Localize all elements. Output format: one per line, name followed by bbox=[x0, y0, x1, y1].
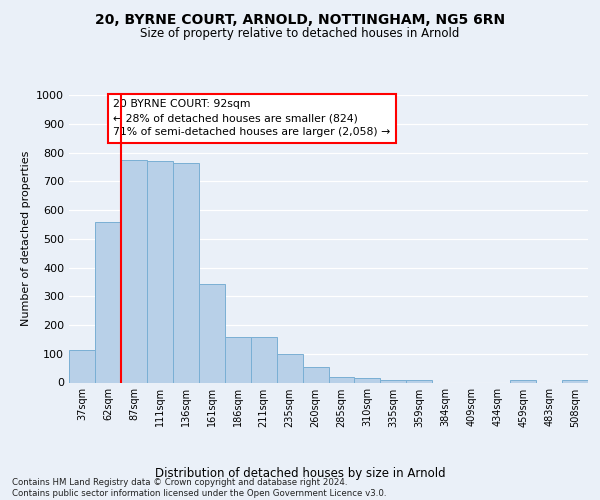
Bar bbox=[251, 336, 277, 382]
Y-axis label: Number of detached properties: Number of detached properties bbox=[20, 151, 31, 326]
Bar bbox=[562, 380, 588, 382]
Bar bbox=[277, 354, 302, 382]
Bar bbox=[121, 160, 147, 382]
Bar bbox=[173, 162, 199, 382]
Bar bbox=[510, 380, 536, 382]
Text: Distribution of detached houses by size in Arnold: Distribution of detached houses by size … bbox=[155, 468, 445, 480]
Bar bbox=[95, 222, 121, 382]
Bar bbox=[302, 366, 329, 382]
Bar bbox=[199, 284, 224, 382]
Text: Contains HM Land Registry data © Crown copyright and database right 2024.
Contai: Contains HM Land Registry data © Crown c… bbox=[12, 478, 386, 498]
Text: 20, BYRNE COURT, ARNOLD, NOTTINGHAM, NG5 6RN: 20, BYRNE COURT, ARNOLD, NOTTINGHAM, NG5… bbox=[95, 12, 505, 26]
Bar bbox=[225, 336, 251, 382]
Text: Size of property relative to detached houses in Arnold: Size of property relative to detached ho… bbox=[140, 28, 460, 40]
Bar bbox=[147, 161, 173, 382]
Bar bbox=[406, 380, 432, 382]
Bar bbox=[380, 380, 406, 382]
Text: 20 BYRNE COURT: 92sqm
← 28% of detached houses are smaller (824)
71% of semi-det: 20 BYRNE COURT: 92sqm ← 28% of detached … bbox=[113, 100, 391, 138]
Bar bbox=[69, 350, 95, 382]
Bar bbox=[355, 378, 380, 382]
Bar bbox=[329, 377, 355, 382]
